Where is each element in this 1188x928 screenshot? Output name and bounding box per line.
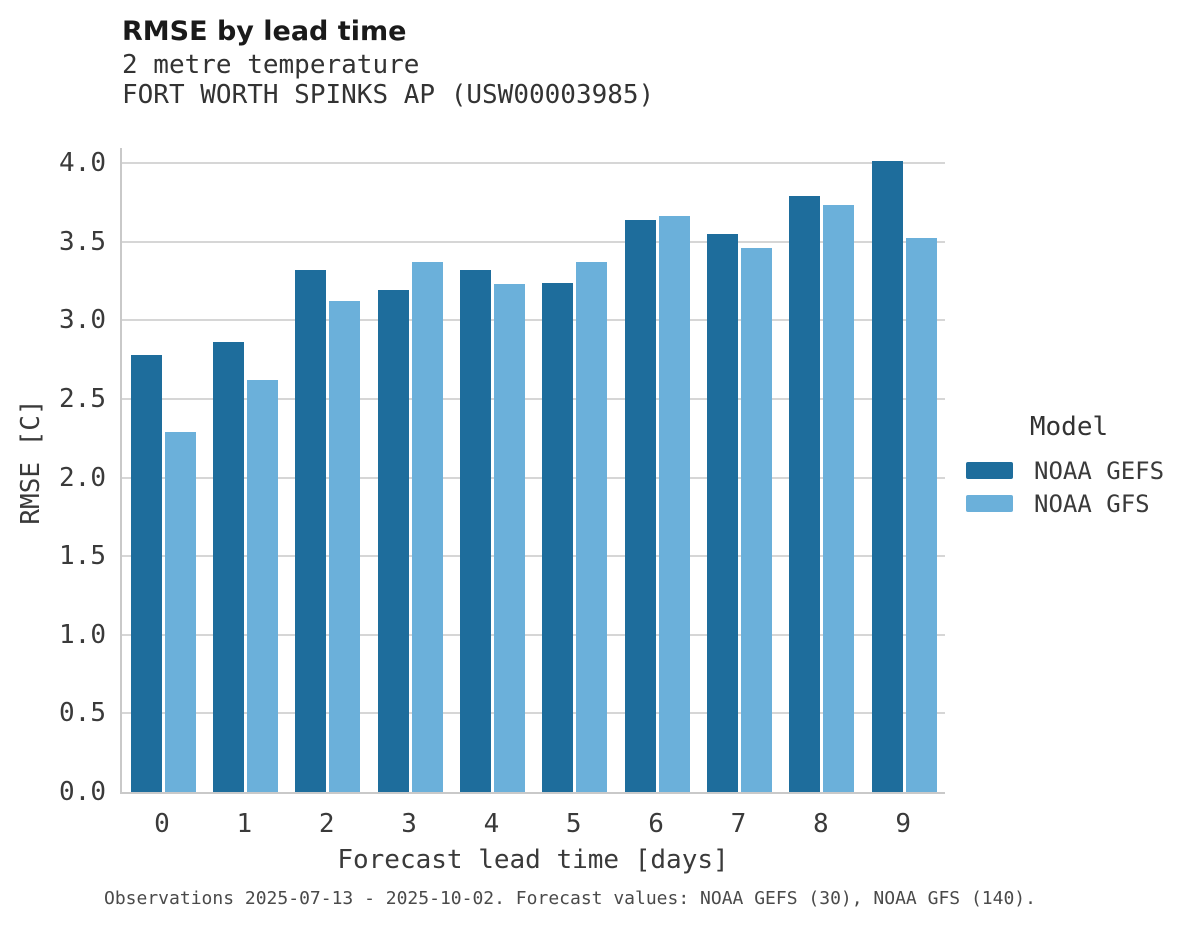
- bar-noaa-gfs-lead-4: [493, 284, 525, 792]
- plot-area: [120, 148, 945, 794]
- y-tick-label: 1.5: [59, 541, 106, 572]
- legend: Model NOAA GEFS NOAA GFS: [966, 412, 1172, 520]
- bar-noaa-gefs-lead-2: [295, 269, 327, 792]
- bar-noaa-gefs-lead-0: [130, 354, 162, 792]
- x-tick-label: 7: [730, 809, 747, 839]
- y-tick-label: 1.0: [59, 619, 106, 650]
- bar-noaa-gefs-lead-1: [212, 342, 244, 792]
- x-tick-label: 8: [812, 809, 829, 839]
- y-tick-label: 3.5: [59, 226, 106, 257]
- x-tick-label: 1: [236, 809, 253, 839]
- bar-noaa-gefs-lead-4: [459, 269, 491, 792]
- chart-subtitle-line-1: 2 metre temperature: [122, 50, 420, 80]
- bar-noaa-gfs-lead-1: [246, 380, 278, 792]
- x-tick-label: 0: [154, 809, 170, 839]
- legend-swatch-icon: [966, 495, 1013, 512]
- gridline: [122, 397, 945, 400]
- y-tick-label: 3.0: [59, 305, 106, 336]
- x-tick-label: 4: [483, 809, 500, 839]
- bar-noaa-gfs-lead-2: [329, 301, 361, 792]
- legend-items: NOAA GEFS NOAA GFS: [966, 454, 1172, 520]
- bar-noaa-gefs-lead-9: [871, 161, 903, 792]
- bar-noaa-gefs-lead-6: [624, 219, 656, 792]
- bar-noaa-gfs-lead-3: [411, 262, 443, 792]
- legend-swatch-icon: [966, 462, 1013, 479]
- gridline: [122, 476, 945, 479]
- bar-noaa-gfs-lead-5: [576, 262, 608, 792]
- gridline: [122, 555, 945, 558]
- gridline: [122, 712, 945, 715]
- bar-noaa-gefs-lead-7: [706, 233, 738, 792]
- x-tick-label: 9: [895, 809, 911, 839]
- legend-item-noaa-gefs: NOAA GEFS: [966, 454, 1172, 487]
- y-tick-label: 2.0: [59, 462, 106, 493]
- legend-title: Model: [1029, 412, 1109, 442]
- gridline: [122, 162, 945, 164]
- chart-title: RMSE by lead time: [122, 16, 407, 47]
- y-tick-label: 4.0: [59, 148, 106, 178]
- y-tick-label: 0.0: [59, 777, 106, 807]
- x-axis-title: Forecast lead time [days]: [337, 845, 729, 875]
- y-tick-label: 2.5: [59, 383, 106, 414]
- bar-noaa-gfs-lead-9: [905, 238, 937, 792]
- legend-item-label: NOAA GEFS: [1034, 456, 1165, 485]
- bar-noaa-gefs-lead-5: [542, 282, 574, 792]
- gridline: [122, 633, 945, 636]
- bar-noaa-gfs-lead-6: [658, 216, 690, 792]
- chart-subtitle-line-2: FORT WORTH SPINKS AP (USW00003985): [122, 80, 655, 110]
- bar-noaa-gfs-lead-7: [740, 247, 772, 792]
- legend-item-noaa-gfs: NOAA GFS: [966, 487, 1172, 520]
- x-tick-label: 5: [565, 809, 582, 839]
- x-tick-label: 6: [648, 809, 664, 839]
- bar-noaa-gefs-lead-8: [789, 196, 821, 792]
- figure-caption: Observations 2025-07-13 - 2025-10-02. Fo…: [104, 888, 1036, 909]
- legend-item-label: NOAA GFS: [1034, 489, 1150, 518]
- gridline: [122, 319, 945, 322]
- x-tick-label: 2: [318, 809, 335, 839]
- y-tick-label: 0.5: [59, 698, 106, 729]
- y-axis-title: RMSE [C]: [16, 399, 46, 525]
- bar-noaa-gefs-lead-3: [377, 290, 409, 792]
- bar-noaa-gfs-lead-8: [823, 205, 855, 792]
- x-tick-label: 3: [401, 809, 417, 839]
- bar-noaa-gfs-lead-0: [164, 431, 196, 792]
- gridline: [122, 240, 945, 243]
